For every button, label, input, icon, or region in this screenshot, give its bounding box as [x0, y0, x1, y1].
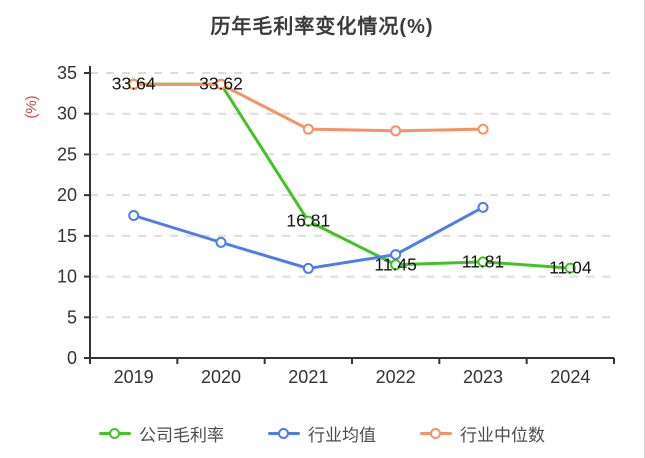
x-tick-label: 2024: [550, 367, 590, 387]
y-tick-label: 20: [57, 185, 77, 205]
y-tick-label: 10: [57, 267, 77, 287]
data-point: [215, 78, 227, 90]
y-tick-label: 30: [57, 104, 77, 124]
y-axis-unit-label: (%): [23, 95, 40, 118]
legend-item-industry-median[interactable]: 行业中位数: [420, 421, 545, 446]
data-point: [477, 123, 489, 135]
data-point: [390, 249, 402, 261]
line-marker-icon: [99, 428, 131, 439]
data-label: 33.64: [112, 74, 156, 94]
data-point: [215, 236, 227, 248]
data-point: [302, 123, 314, 135]
data-label: 11.81: [462, 251, 505, 271]
x-tick-label: 2019: [114, 367, 154, 387]
data-point: [128, 78, 140, 90]
legend-label: 公司毛利率: [139, 426, 224, 445]
data-point: [302, 215, 314, 227]
y-tick-label: 35: [57, 63, 77, 83]
line-marker-icon: [420, 428, 452, 439]
y-tick-label: 25: [57, 144, 77, 164]
data-label: 11.04: [549, 258, 592, 278]
legend-label: 行业中位数: [460, 426, 545, 445]
data-point: [128, 210, 140, 221]
line-marker-icon: [268, 428, 300, 439]
data-label: 11.45: [374, 254, 417, 274]
data-point: [390, 125, 402, 137]
legend-label: 行业均值: [308, 426, 376, 445]
data-point: [477, 256, 489, 268]
x-tick-label: 2023: [463, 367, 503, 387]
y-tick-label: 5: [67, 307, 77, 327]
y-tick-label: 15: [57, 226, 77, 246]
data-point: [564, 262, 576, 274]
x-tick-label: 2022: [376, 367, 416, 387]
legend-item-company-gross-margin[interactable]: 公司毛利率: [99, 421, 224, 446]
series-line-0: [132, 82, 572, 270]
legend-item-industry-average[interactable]: 行业均值: [268, 421, 376, 446]
x-tick-label: 2021: [288, 367, 328, 387]
data-point: [390, 259, 402, 271]
legend: 公司毛利率 行业均值 行业中位数: [0, 421, 644, 446]
chart-title: 历年毛利率变化情况(%): [210, 16, 434, 38]
x-tick-label: 2020: [201, 367, 241, 387]
data-point: [302, 262, 314, 274]
y-tick-label: 0: [67, 348, 77, 368]
data-label: 33.62: [199, 74, 243, 94]
data-label: 16.81: [286, 211, 330, 231]
data-point: [477, 201, 489, 213]
